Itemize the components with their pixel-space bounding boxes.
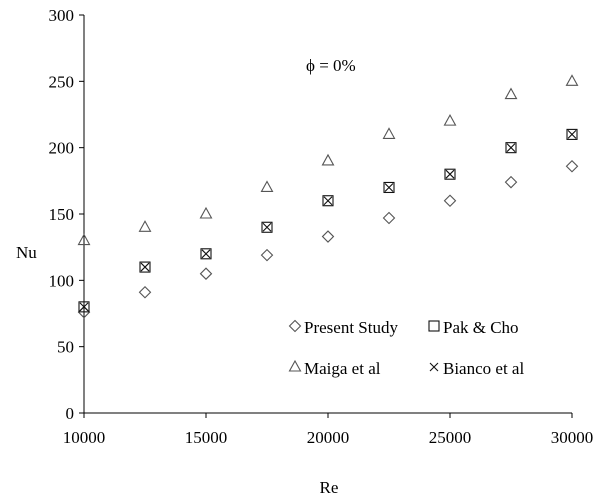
- y-tick-label: 200: [49, 139, 75, 158]
- data-point-triangle: [260, 180, 274, 193]
- x-tick-label: 15000: [185, 428, 228, 447]
- legend-label: Maiga et al: [304, 359, 381, 378]
- data-point-x: [445, 169, 455, 179]
- data-point-triangle: [77, 233, 91, 246]
- x-axis-label: Re: [320, 478, 339, 497]
- y-tick-label: 50: [57, 338, 74, 357]
- data-point-diamond: [504, 175, 518, 189]
- data-point-square: [139, 261, 151, 273]
- data-point-triangle: [504, 87, 518, 100]
- data-point-diamond: [382, 211, 396, 225]
- data-point-triangle: [443, 113, 457, 126]
- data-point-square: [322, 195, 334, 207]
- data-point-x: [201, 249, 211, 259]
- x-tick-label: 25000: [429, 428, 472, 447]
- x-tick-label: 10000: [63, 428, 106, 447]
- data-point-triangle: [321, 153, 335, 166]
- y-axis-label: Nu: [16, 243, 37, 262]
- legend-marker-square: [428, 320, 440, 332]
- legend-marker-triangle: [288, 359, 302, 372]
- data-point-x: [140, 262, 150, 272]
- data-point-x: [567, 130, 577, 139]
- data-point-square: [200, 248, 212, 260]
- data-point-diamond: [260, 248, 274, 262]
- x-axis-ticks: 10000 15000 20000 25000 30000: [63, 413, 594, 447]
- data-point-diamond: [199, 267, 213, 280]
- data-point-diamond: [138, 285, 152, 299]
- x-tick-label: 30000: [551, 428, 594, 447]
- data-point-diamond: [443, 194, 457, 208]
- data-point-triangle: [138, 220, 152, 232]
- data-point-square: [261, 221, 273, 233]
- legend: Present Study Pak & Cho Maiga et al Bianco …: [288, 318, 524, 378]
- data-point-square: [566, 128, 578, 140]
- data-point-x: [506, 143, 516, 153]
- data-point-square: [444, 168, 456, 180]
- y-tick-label: 250: [49, 72, 75, 91]
- data-point-square: [383, 181, 395, 194]
- data-point-x: [79, 302, 89, 312]
- y-tick-label: 300: [49, 6, 75, 25]
- data-point-x: [323, 196, 333, 206]
- data-point-diamond: [565, 159, 579, 173]
- data-point-triangle: [565, 74, 579, 86]
- legend-label: Bianco et al: [443, 359, 524, 378]
- x-tick-label: 20000: [307, 428, 350, 447]
- data-point-square: [78, 301, 90, 313]
- data-points: [77, 74, 579, 319]
- y-axis-ticks: 0 50 100 150 200 250 300: [49, 6, 84, 423]
- data-point-x: [262, 222, 272, 232]
- y-tick-label: 0: [66, 404, 75, 423]
- legend-marker-diamond: [288, 319, 302, 333]
- y-tick-label: 150: [49, 205, 75, 224]
- data-point-x: [384, 183, 394, 192]
- phi-annotation: ϕ = 0%: [306, 56, 356, 75]
- data-point-diamond: [321, 230, 335, 243]
- legend-marker-x: [429, 362, 439, 372]
- data-point-triangle: [199, 206, 213, 219]
- legend-label: Present Study: [304, 318, 398, 337]
- legend-label: Pak & Cho: [443, 318, 519, 337]
- y-tick-label: 100: [49, 271, 75, 290]
- data-point-triangle: [382, 127, 396, 139]
- data-point-square: [505, 142, 517, 154]
